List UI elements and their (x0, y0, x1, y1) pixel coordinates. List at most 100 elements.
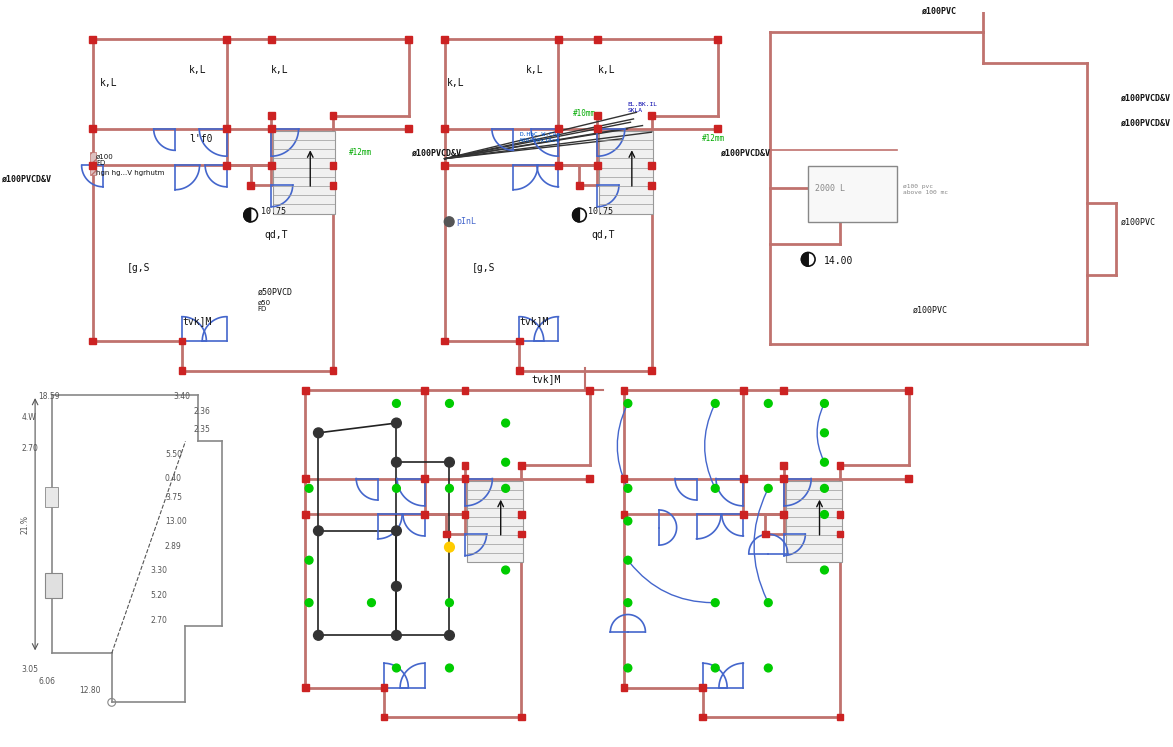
Bar (780, 475, 787, 482)
Text: ø100PVCD&V: ø100PVCD&V (720, 149, 771, 158)
Circle shape (765, 664, 772, 672)
Bar (178, 338, 185, 344)
Bar (517, 530, 524, 538)
Bar (594, 112, 601, 119)
Bar (380, 684, 387, 691)
Circle shape (392, 581, 401, 591)
Bar (301, 684, 308, 691)
Bar (45, 487, 59, 507)
Bar (301, 387, 308, 394)
Text: ø50: ø50 (258, 300, 271, 306)
Bar (441, 162, 448, 169)
Bar (421, 475, 428, 482)
Circle shape (446, 400, 453, 407)
Text: 2.70: 2.70 (150, 616, 168, 624)
Bar (621, 684, 628, 691)
Circle shape (392, 418, 401, 428)
Text: A00x90x18cm: A00x90x18cm (520, 138, 561, 143)
Bar (441, 125, 448, 132)
Bar (462, 511, 468, 518)
Text: D.HbC.W.CAB: D.HbC.W.CAB (520, 131, 561, 137)
Text: [g,S: [g,S (472, 264, 495, 273)
Text: ø50PVCD: ø50PVCD (258, 288, 292, 297)
Text: 13.00: 13.00 (165, 517, 187, 526)
Bar (699, 684, 706, 691)
Text: k,L: k,L (189, 64, 206, 75)
Bar (649, 162, 655, 169)
Bar (330, 182, 337, 189)
Polygon shape (244, 208, 251, 222)
Text: qd,T: qd,T (264, 230, 287, 241)
Text: ø100PVC: ø100PVC (922, 7, 957, 16)
Text: 2000 L: 2000 L (814, 184, 845, 193)
Circle shape (711, 664, 719, 672)
Bar (836, 511, 843, 518)
Bar (223, 36, 230, 43)
Circle shape (765, 400, 772, 407)
Text: tvk]M: tvk]M (531, 374, 561, 385)
Bar (621, 475, 628, 482)
Bar (780, 387, 787, 394)
Bar (89, 36, 96, 43)
Bar (649, 182, 655, 189)
Circle shape (392, 630, 401, 640)
Bar (714, 125, 721, 132)
Text: 0.40: 0.40 (165, 474, 182, 483)
Bar (301, 475, 308, 482)
Bar (421, 511, 428, 518)
Text: ø100PVC: ø100PVC (1121, 218, 1157, 227)
Circle shape (624, 557, 632, 564)
Circle shape (624, 485, 632, 492)
Bar (223, 125, 230, 132)
Bar (301, 511, 308, 518)
Bar (699, 713, 706, 720)
Bar (405, 36, 412, 43)
Bar (516, 368, 523, 374)
Text: #12mm: #12mm (350, 149, 372, 158)
Bar (267, 112, 274, 119)
Bar (267, 125, 274, 132)
Circle shape (765, 599, 772, 607)
Text: 18.59: 18.59 (38, 392, 60, 401)
Circle shape (305, 485, 313, 492)
Text: 12.80: 12.80 (79, 686, 101, 695)
Text: 3.40: 3.40 (174, 392, 190, 401)
Bar (649, 112, 655, 119)
Bar (380, 713, 387, 720)
Bar (516, 338, 523, 344)
Text: [g,S: [g,S (127, 264, 150, 273)
Bar (517, 462, 524, 469)
Bar (330, 112, 337, 119)
Bar (517, 713, 524, 720)
Circle shape (502, 485, 509, 492)
Text: k,L: k,L (100, 78, 117, 88)
Text: 2.35: 2.35 (194, 425, 210, 434)
Bar (621, 387, 628, 394)
Text: k,L: k,L (271, 64, 289, 75)
Circle shape (821, 459, 828, 466)
Bar (906, 387, 913, 394)
Circle shape (711, 599, 719, 607)
Text: 3.30: 3.30 (150, 566, 168, 575)
Bar (248, 182, 255, 189)
Text: 5.20: 5.20 (150, 591, 168, 600)
Bar (786, 480, 842, 562)
Bar (649, 368, 655, 374)
Text: tvk]M: tvk]M (520, 317, 549, 326)
Text: 5.50: 5.50 (165, 450, 182, 459)
Circle shape (502, 566, 509, 574)
Circle shape (821, 400, 828, 407)
Bar (89, 162, 96, 169)
Bar (267, 36, 274, 43)
Circle shape (446, 599, 453, 607)
Bar (740, 387, 747, 394)
Text: 3.05: 3.05 (21, 665, 39, 674)
Text: k,L: k,L (526, 64, 543, 75)
Circle shape (624, 599, 632, 607)
Bar (273, 131, 335, 214)
Bar (405, 125, 412, 132)
Circle shape (445, 630, 454, 640)
Text: ø100PVC: ø100PVC (913, 306, 948, 314)
Text: 6.06: 6.06 (38, 677, 55, 686)
Text: k,L: k,L (597, 64, 615, 75)
